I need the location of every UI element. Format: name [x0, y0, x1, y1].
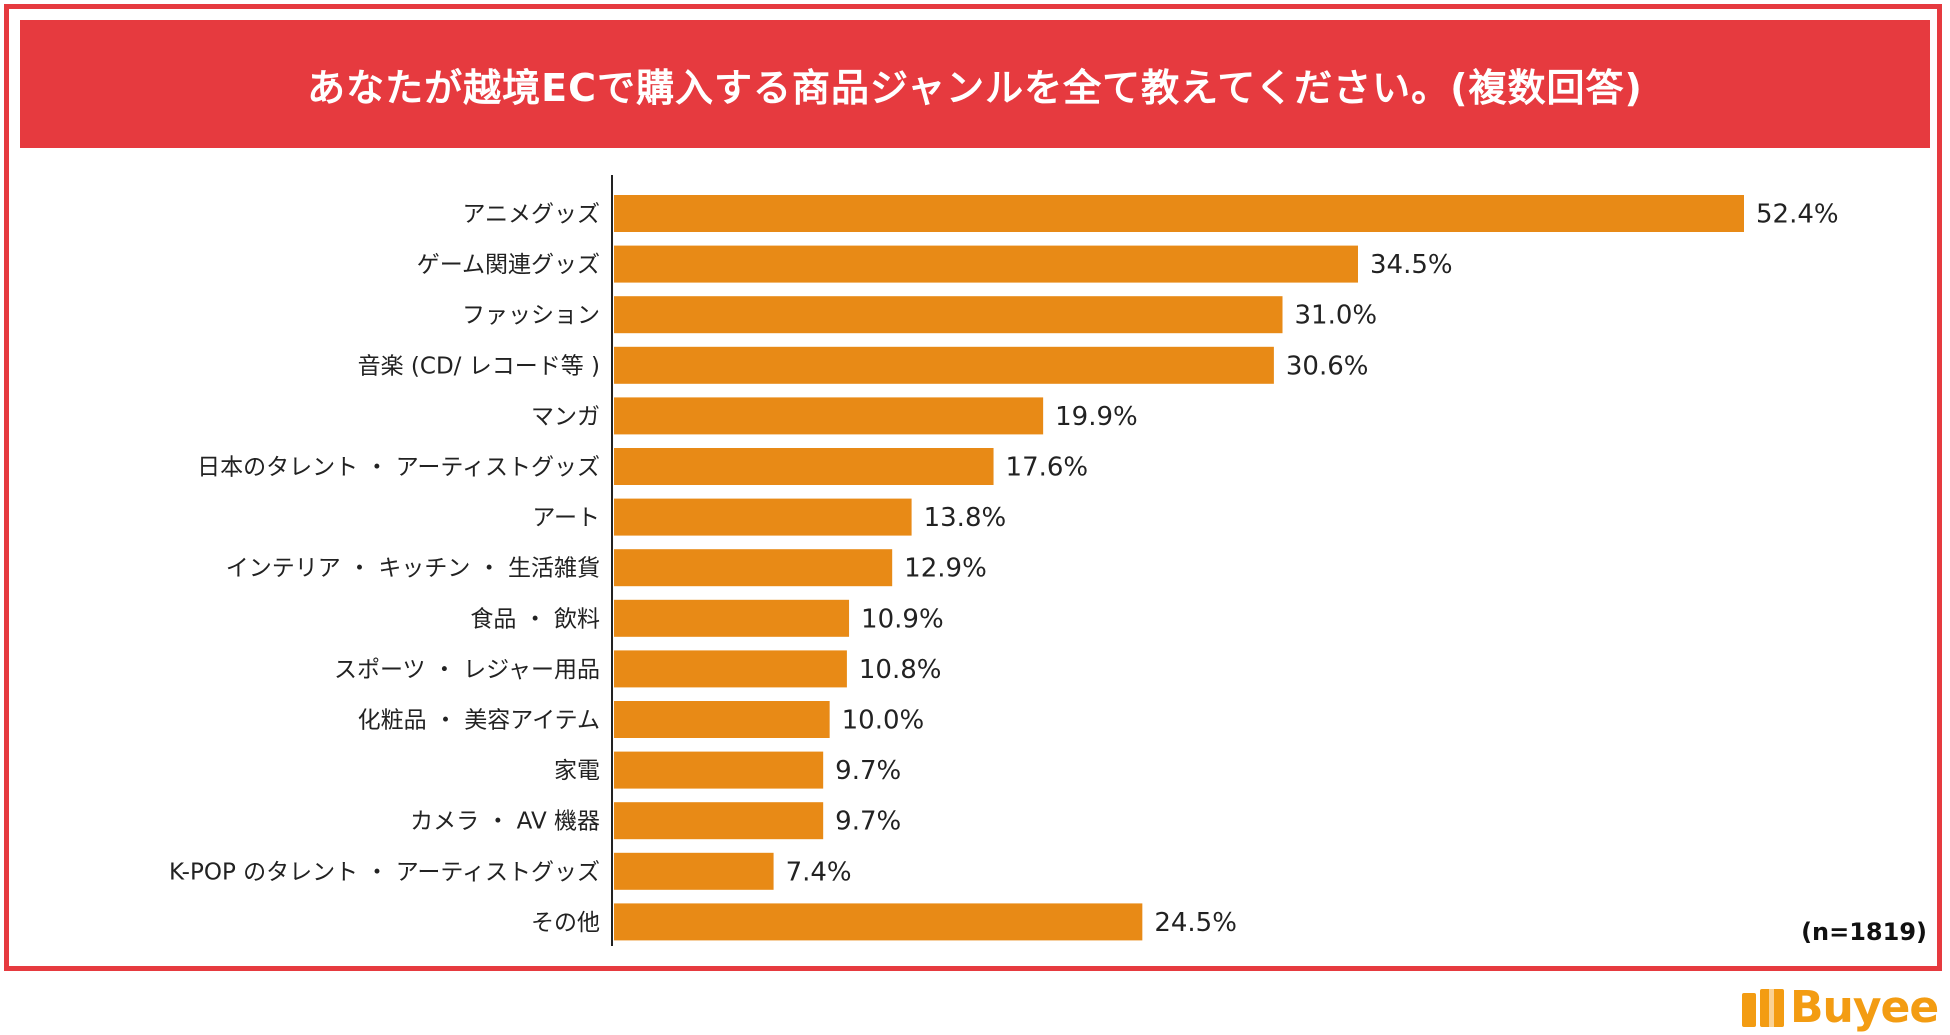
bar-2 [614, 296, 1283, 334]
category-label-5: 日本のタレント ・ アーティストグッズ [197, 455, 600, 481]
bar-9 [614, 650, 847, 688]
bar-12 [614, 802, 824, 840]
buyee-logo-text: Buyee [1790, 981, 1939, 1033]
value-label-6: 13.8% [924, 503, 1007, 533]
buyee-logo: Buyee [1742, 980, 1939, 1034]
title-banner: あなたが越境ECで購入する商品ジャンルを全て教えてください。(複数回答) [20, 20, 1930, 148]
value-label-5: 17.6% [1006, 453, 1089, 483]
category-label-7: インテリア ・ キッチン ・ 生活雑貨 [226, 556, 600, 582]
category-label-10: 化粧品 ・ 美容アイテム [358, 708, 600, 734]
value-label-1: 34.5% [1370, 250, 1453, 280]
bar-13 [614, 852, 774, 890]
value-label-0: 52.4% [1756, 200, 1839, 230]
chart-frame [4, 4, 1942, 971]
value-label-12: 9.7% [835, 807, 901, 837]
bar-6 [614, 498, 912, 536]
buyee-logo-icon [1742, 985, 1786, 1029]
category-label-11: 家電 [554, 758, 600, 784]
value-label-3: 30.6% [1286, 351, 1369, 381]
bar-8 [614, 599, 850, 637]
category-label-12: カメラ ・ AV 機器 [410, 809, 600, 835]
value-label-14: 24.5% [1154, 908, 1237, 938]
category-label-13: K-POP のタレント ・ アーティストグッズ [169, 859, 600, 885]
category-label-8: 食品 ・ 飲料 [470, 606, 600, 632]
chart-title: あなたが越境ECで購入する商品ジャンルを全て教えてください。(複数回答) [307, 65, 1643, 110]
bar-3 [614, 346, 1274, 384]
category-label-0: アニメグッズ [462, 202, 600, 228]
category-label-3: 音楽 (CD/ レコード等 ) [358, 353, 600, 379]
bar-5 [614, 448, 994, 485]
value-label-8: 10.9% [861, 604, 944, 634]
bar-7 [614, 549, 893, 587]
bar-11 [614, 751, 824, 789]
bar-10 [614, 701, 830, 738]
bar-4 [614, 397, 1044, 435]
bar-14 [614, 903, 1143, 941]
category-label-6: アート [532, 505, 600, 531]
value-label-11: 9.7% [835, 756, 901, 786]
bar-1 [614, 245, 1358, 283]
value-label-4: 19.9% [1055, 402, 1138, 432]
category-label-9: スポーツ ・ レジャー用品 [334, 657, 600, 683]
sample-size-note: (n=1819) [1801, 918, 1927, 946]
category-label-4: マンガ [531, 404, 600, 430]
value-label-9: 10.8% [859, 655, 942, 685]
value-label-10: 10.0% [842, 706, 925, 736]
category-label-1: ゲーム関連グッズ [417, 252, 600, 278]
category-label-2: ファッション [462, 303, 600, 329]
bar-0 [614, 195, 1744, 232]
value-label-7: 12.9% [904, 554, 987, 584]
category-label-14: その他 [531, 910, 600, 936]
value-label-13: 7.4% [786, 857, 852, 887]
value-label-2: 31.0% [1295, 301, 1378, 331]
